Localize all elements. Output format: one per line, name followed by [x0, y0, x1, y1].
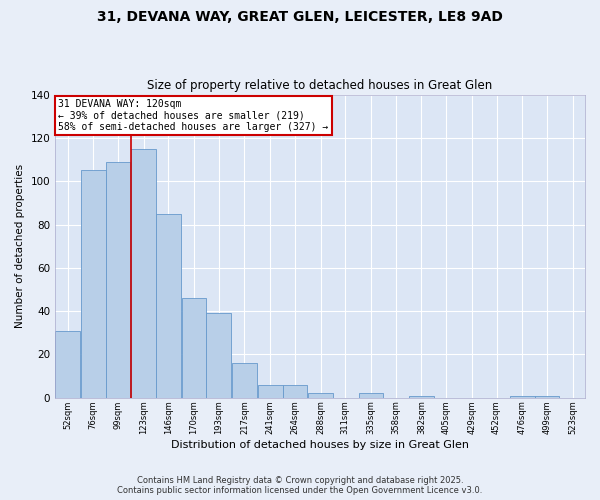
Bar: [535, 396, 559, 398]
Bar: [55, 330, 80, 398]
Bar: [409, 396, 434, 398]
Title: Size of property relative to detached houses in Great Glen: Size of property relative to detached ho…: [148, 79, 493, 92]
Bar: [510, 396, 535, 398]
X-axis label: Distribution of detached houses by size in Great Glen: Distribution of detached houses by size …: [171, 440, 469, 450]
Bar: [182, 298, 206, 398]
Text: 31, DEVANA WAY, GREAT GLEN, LEICESTER, LE8 9AD: 31, DEVANA WAY, GREAT GLEN, LEICESTER, L…: [97, 10, 503, 24]
Bar: [156, 214, 181, 398]
Text: Contains HM Land Registry data © Crown copyright and database right 2025.
Contai: Contains HM Land Registry data © Crown c…: [118, 476, 482, 495]
Bar: [81, 170, 106, 398]
Bar: [232, 363, 257, 398]
Text: 31 DEVANA WAY: 120sqm
← 39% of detached houses are smaller (219)
58% of semi-det: 31 DEVANA WAY: 120sqm ← 39% of detached …: [58, 99, 329, 132]
Bar: [131, 148, 156, 398]
Bar: [308, 394, 333, 398]
Bar: [283, 385, 307, 398]
Bar: [359, 394, 383, 398]
Bar: [258, 385, 283, 398]
Y-axis label: Number of detached properties: Number of detached properties: [15, 164, 25, 328]
Bar: [206, 314, 231, 398]
Bar: [106, 162, 130, 398]
